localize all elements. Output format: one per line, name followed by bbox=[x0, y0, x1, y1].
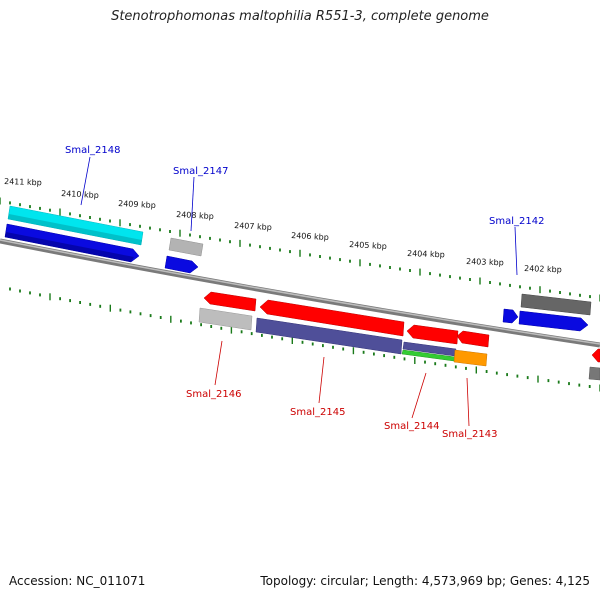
callout-line bbox=[514, 226, 518, 276]
tick-label: 2405 kbp bbox=[349, 240, 387, 251]
tick-label: 2404 kbp bbox=[407, 249, 445, 259]
gene-feature-purple[interactable] bbox=[255, 317, 403, 355]
gene-label-forward[interactable]: Smal_2148 bbox=[65, 145, 120, 156]
callout-line bbox=[214, 340, 223, 386]
genome-summary-text: Topology: circular; Length: 4,573,969 bp… bbox=[260, 574, 590, 588]
inner-tick-track bbox=[9, 287, 600, 392]
gene-label-reverse[interactable]: Smal_2146 bbox=[186, 389, 241, 400]
gene-label-reverse[interactable]: Smal_2145 bbox=[290, 407, 345, 418]
tick-label: 2408 kbp bbox=[176, 210, 214, 221]
tick-label: 2406 kbp bbox=[291, 231, 329, 242]
genome-backbone bbox=[0, 238, 600, 348]
gene-feature-lightgrey[interactable] bbox=[198, 307, 253, 331]
gene-arrow-blue-small[interactable] bbox=[164, 255, 199, 274]
gene-feature-grey-edge[interactable] bbox=[588, 366, 600, 381]
gene-feature-cyan-shade bbox=[8, 214, 142, 245]
forward-gene-track bbox=[4, 205, 592, 332]
gene-arrow-red-2[interactable] bbox=[406, 324, 459, 345]
gene-arrow-red-edge[interactable] bbox=[591, 348, 600, 363]
gene-feature-orange[interactable] bbox=[453, 349, 488, 367]
gene-label-reverse[interactable]: Smal_2144 bbox=[384, 421, 439, 432]
gene-label-forward[interactable]: Smal_2147 bbox=[173, 166, 228, 177]
callout-line bbox=[318, 356, 325, 404]
gene-label-forward[interactable]: Smal_2142 bbox=[489, 216, 544, 227]
accession-text: Accession: NC_011071 bbox=[9, 574, 146, 588]
tick-label: 2407 kbp bbox=[234, 221, 272, 232]
outer-tick-track bbox=[0, 197, 600, 302]
tick-label: 2403 kbp bbox=[466, 257, 504, 267]
gene-arrow-blue-shade bbox=[5, 232, 134, 262]
reverse-gene-track bbox=[198, 291, 600, 381]
gene-arrow-blue-right[interactable] bbox=[518, 310, 589, 332]
map-title: Stenotrophomonas maltophilia R551-3, com… bbox=[111, 9, 489, 24]
tick-label: 2410 kbp bbox=[61, 189, 99, 200]
tick-label: 2409 kbp bbox=[118, 199, 156, 210]
genome-backbone-highlight bbox=[0, 239, 600, 345]
tick-label: 2402 kbp bbox=[524, 264, 562, 274]
gene-label-reverse[interactable]: Smal_2143 bbox=[442, 429, 497, 440]
callout-line bbox=[466, 377, 470, 427]
callout-line bbox=[411, 372, 427, 419]
label-callouts bbox=[80, 156, 518, 427]
tick-labels: 2411 kbp 2410 kbp 2409 kbp 2408 kbp 2407… bbox=[4, 177, 562, 274]
gene-arrow-red-3[interactable] bbox=[456, 330, 490, 348]
gene-arrow-red-1[interactable] bbox=[203, 291, 257, 312]
tick-label: 2411 kbp bbox=[4, 177, 42, 187]
gene-arrow-blue-tiny[interactable] bbox=[502, 308, 519, 324]
gene-labels: Smal_2148 Smal_2147 Smal_2142 Smal_2146 … bbox=[65, 145, 544, 440]
gene-feature-darkgrey[interactable] bbox=[520, 293, 592, 316]
gene-feature-grey[interactable] bbox=[168, 237, 204, 257]
gene-arrow-red-long[interactable] bbox=[259, 299, 405, 337]
callout-line bbox=[190, 176, 195, 232]
callout-line bbox=[80, 156, 91, 206]
